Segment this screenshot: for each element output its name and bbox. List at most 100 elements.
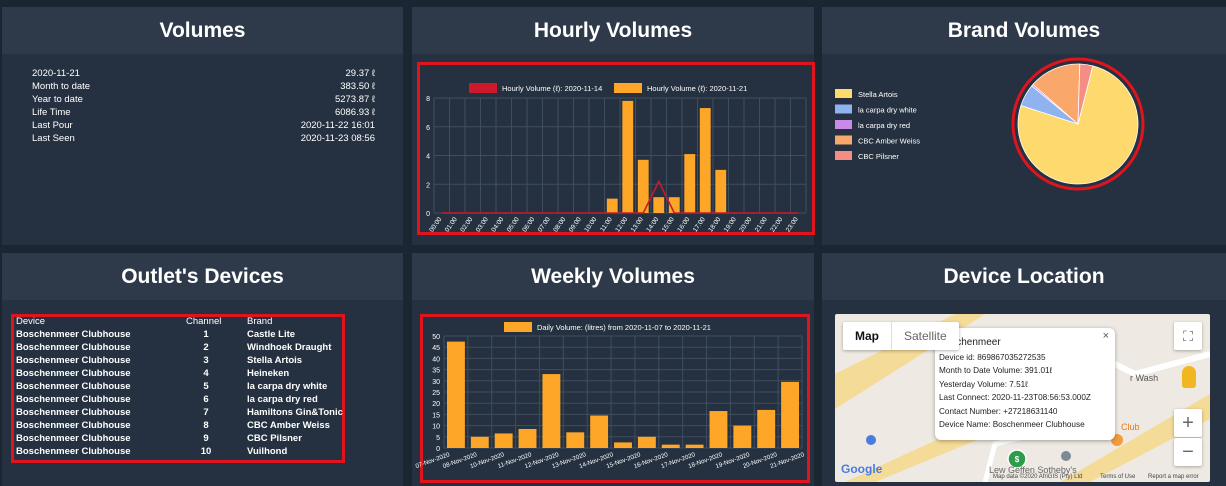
cell-device: Boschenmeer Clubhouse [16,381,131,392]
weekly-highlight-box [420,314,810,483]
devices-highlight-box [11,314,345,463]
outlet-devices-title: Outlet's Devices [2,253,403,300]
map-road [1060,394,1210,482]
bar [668,197,680,213]
cell-device: Boschenmeer Clubhouse [16,355,131,366]
volume-row: Month to date 383.50 ℓ [32,81,375,92]
volume-row: Last Seen 2020-11-23 08:56 [32,133,375,144]
x-tick-label: 05:00 [506,216,521,234]
bar [446,341,465,448]
pie-highlight-ring [1011,57,1145,191]
cell-channel: 2 [203,342,209,353]
zoom-in-button[interactable]: + [1174,409,1202,437]
google-logo: Google [841,462,883,476]
volume-label: Year to date [32,94,83,105]
info-title: Boschenmeer [939,337,1001,348]
fullscreen-button[interactable]: ⛶ [1174,322,1202,350]
bar [470,436,489,448]
bar [781,381,800,448]
cell-device: Boschenmeer Clubhouse [16,407,131,418]
y-tick-label: 6 [426,125,430,132]
bar [757,409,776,448]
cell-device: Boschenmeer Clubhouse [16,329,131,340]
volumes-title: Volumes [2,7,403,54]
map-poi [1061,451,1071,461]
device-info-window: Boschenmeer Device id: 869867035272535 Mo… [935,328,1115,440]
legend-swatch-icon [835,89,852,98]
x-tick-label: 08:00 [552,216,567,234]
legend-label: la carpa dry red [858,121,910,130]
legend-label: CBC Pilsner [858,152,899,161]
x-tick-label: 22:00 [769,216,784,234]
y-tick-label: 10 [432,424,440,431]
x-tick-label: 20:00 [738,216,753,234]
cell-device: Boschenmeer Clubhouse [16,368,131,379]
bar [566,432,585,448]
pegman-icon[interactable] [1182,366,1196,388]
y-tick-label: 30 [432,379,440,386]
report-map-error-link[interactable]: Report a map error [1148,474,1199,480]
cell-brand: Heineken [247,368,290,379]
cell-device: Boschenmeer Clubhouse [16,394,131,405]
cell-channel: 1 [203,329,209,340]
volume-label: Month to date [32,81,91,92]
volumes-panel: Volumes 2020-11-21 29.37 ℓ Month to date 38… [2,7,403,245]
cell-device: Boschenmeer Clubhouse [16,433,131,444]
x-tick-label: 23:00 [785,216,800,234]
cell-brand: la carpa dry white [247,381,328,392]
cell-device: Boschenmeer Clubhouse [16,420,131,431]
cell-channel: 3 [203,355,209,366]
bar [622,100,634,213]
info-line: Device Name: Boschenmeer Clubhouse [939,420,1085,429]
legend-swatch-icon [835,120,852,129]
cell-channel: 6 [203,394,209,405]
bar [699,108,711,213]
cell-channel: 4 [203,368,209,379]
bar [661,444,680,448]
x-tick-label: 21:00 [754,216,769,234]
legend-swatch-icon [835,135,852,145]
y-tick-label: 5 [436,435,440,442]
volume-row: Life Time 6086.93 ℓ [32,107,375,118]
map-tab-satellite[interactable]: Satellite [891,322,959,350]
street-label: r Wash [1130,373,1159,383]
map-view[interactable]: $ Boschenmeer Device id: 869867035272535… [835,314,1210,482]
cell-device: Boschenmeer Clubhouse [16,342,131,353]
club-label: Club [1121,422,1140,432]
info-line: Yesterday Volume: 7.51ℓ [939,379,1028,389]
volume-label: Life Time [32,107,71,118]
x-tick-label: 16:00 [676,216,691,234]
bar [542,374,561,448]
x-tick-label: 01:00 [444,216,459,234]
legend-label: CBC Amber Weiss [858,137,920,146]
hourly-volumes-panel: Hourly Volumes Hourly Volume (ℓ): 2020-1… [412,7,815,245]
cell-device: Boschenmeer Clubhouse [16,446,131,457]
volume-value: 5273.87 ℓ [334,94,375,105]
hourly-volumes-title: Hourly Volumes [412,7,814,54]
legend-label: Hourly Volume (ℓ): 2020-11-14 [502,84,602,93]
brand-volumes-title: Brand Volumes [822,7,1226,54]
terms-link[interactable]: Terms of Use [1100,474,1136,480]
volume-label: 2020-11-21 [32,68,80,79]
y-tick-label: 25 [432,390,440,397]
y-tick-label: 2 [426,182,430,189]
y-tick-label: 0 [436,446,440,453]
info-close-button[interactable]: × [1102,330,1109,342]
y-tick-label: 0 [426,211,430,218]
y-tick-label: 45 [432,345,440,352]
volume-row: Year to date 5273.87 ℓ [32,94,375,105]
device-marker-icon[interactable] [1007,449,1027,469]
legend-label: Daily Volume: (litres) from 2020-11-07 t… [537,323,711,332]
zoom-out-button[interactable]: − [1174,438,1202,466]
bar [685,444,704,448]
x-tick-label: 13:00 [630,216,645,234]
info-line: Device id: 869867035272535 [939,352,1046,362]
hourly-chart: Hourly Volume (ℓ): 2020-11-14 Hourly Volu… [426,83,807,234]
info-line: Contact Number: +27218631140 [939,406,1058,416]
sothebys-label: Lew Geffen Sotheby's [989,465,1077,475]
x-tick-label: 06:00 [521,216,536,234]
map-tab-map[interactable]: Map [855,329,879,343]
x-tick-label: 12:00 [614,216,629,234]
header-channel: Channel [186,316,222,327]
cell-channel: 7 [203,407,209,418]
